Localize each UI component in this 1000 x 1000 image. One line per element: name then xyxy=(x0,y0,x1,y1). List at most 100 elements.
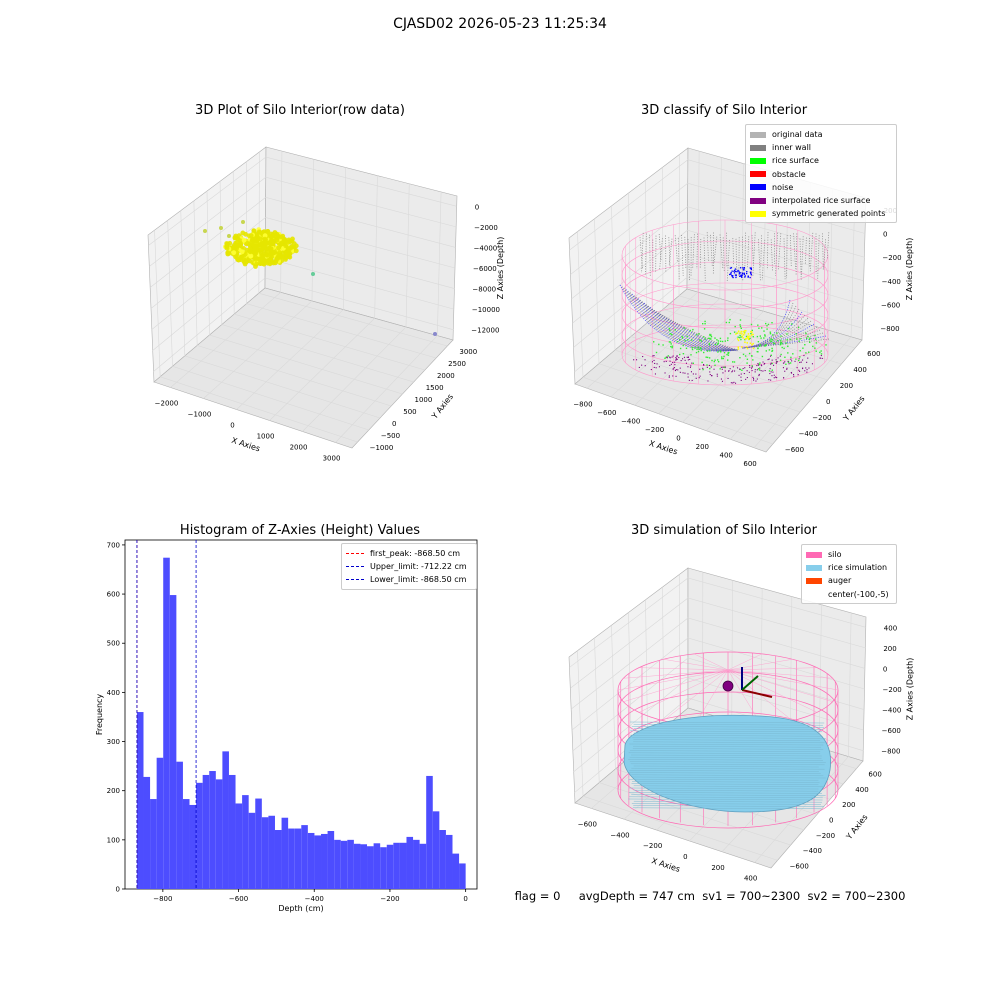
inner-wall-fan xyxy=(741,323,815,349)
p1-ygrid xyxy=(193,200,392,407)
p1-xgrid xyxy=(302,183,410,432)
rice-surface-point xyxy=(719,337,722,340)
p4-xtick-label: −600 xyxy=(578,820,597,828)
rice-surface-point xyxy=(757,324,759,326)
inner-wall-streak xyxy=(783,238,786,280)
p1-xgrid xyxy=(203,159,315,399)
interpolated-point xyxy=(730,382,732,384)
rice-surface-point xyxy=(667,355,669,357)
interpolated-point xyxy=(735,382,737,384)
rice-mesh-line xyxy=(629,787,819,790)
interpolated-point xyxy=(655,367,657,369)
interpolated-point xyxy=(683,356,685,358)
rice-surface-point xyxy=(708,357,711,359)
rice-surface-point xyxy=(740,336,742,338)
symmetric-point xyxy=(743,334,745,336)
p4-ztick-label: −600 xyxy=(882,727,901,735)
rice-surface-point xyxy=(806,337,808,340)
rice-surface-point xyxy=(708,342,710,345)
raw-data-point xyxy=(231,250,237,256)
p1-zgrid xyxy=(148,156,457,246)
silo-roof-line xyxy=(663,669,729,721)
legend-item-rice-surface: rice surface xyxy=(750,154,892,167)
raw-data-point xyxy=(267,261,273,267)
noise-point xyxy=(738,270,740,273)
interpolated-point xyxy=(721,380,723,382)
interpolated-point xyxy=(658,366,660,368)
histogram-bar xyxy=(321,833,328,889)
rice-surface-point xyxy=(757,341,760,343)
noise-point xyxy=(744,275,746,277)
rice-surface-point xyxy=(792,353,794,355)
interpolated-point xyxy=(687,366,689,368)
rice-surface-point xyxy=(664,357,666,359)
interpolated-point xyxy=(760,370,762,372)
p4-ytick-label: 0 xyxy=(829,817,833,825)
rice-surface-point xyxy=(694,347,696,349)
interpolated-point xyxy=(772,371,774,373)
inner-wall-streak xyxy=(758,239,761,282)
inner-wall-streak xyxy=(681,234,684,276)
legend-swatch xyxy=(806,564,822,571)
rice-mesh-line xyxy=(631,726,824,728)
rice-surface-point xyxy=(727,339,729,342)
rice-surface-point xyxy=(783,347,785,350)
rice-surface-point xyxy=(669,329,671,332)
p1-ytick-label: 500 xyxy=(403,408,416,416)
p2-xgrid xyxy=(586,151,700,389)
p1-ztick-label: −8000 xyxy=(472,286,496,294)
noise-point xyxy=(729,267,732,269)
p1-ytick-label: 1000 xyxy=(415,396,433,404)
interpolated-point xyxy=(793,374,795,376)
interpolated-point xyxy=(806,361,808,363)
rice-surface-point xyxy=(752,336,754,338)
inner-wall-fan xyxy=(741,338,830,349)
rice-mesh-line xyxy=(633,785,826,788)
rice-surface-point xyxy=(709,337,711,340)
interpolated-point xyxy=(764,370,766,372)
interpolated-point xyxy=(699,375,701,377)
interpolated-point xyxy=(758,373,760,375)
rice-surface-point xyxy=(671,345,674,347)
noise-point xyxy=(741,276,743,278)
histogram-bar xyxy=(242,795,249,889)
rice-surface-point xyxy=(658,343,660,346)
rice-surface-point xyxy=(798,340,800,342)
rice-surface-point xyxy=(692,362,694,364)
p1-pane-floor xyxy=(153,287,454,449)
raw-data-point xyxy=(224,241,230,246)
rice-surface-point xyxy=(703,336,705,338)
rice-surface-point xyxy=(765,350,767,352)
histogram-bar xyxy=(452,853,460,889)
raw-data-point xyxy=(278,241,284,246)
legend-swatch xyxy=(750,157,766,164)
raw-data-point xyxy=(248,233,254,239)
rice-surface-point xyxy=(744,355,747,357)
interpolated-point xyxy=(797,374,799,376)
rice-surface-point xyxy=(787,352,789,354)
raw-data-point xyxy=(232,235,238,240)
noise-point xyxy=(730,273,732,275)
interpolated-point xyxy=(656,363,658,365)
inner-wall-streak xyxy=(801,236,804,276)
interpolated-point xyxy=(783,377,785,379)
rice-surface-point xyxy=(726,353,728,356)
interpolated-point xyxy=(738,374,740,376)
interpolated-point xyxy=(757,364,759,366)
histogram-bar xyxy=(255,798,262,889)
rice-surface-point xyxy=(751,365,753,367)
raw-data-point xyxy=(257,242,263,248)
interpolated-point xyxy=(675,358,677,360)
rice-surface-point xyxy=(787,327,790,330)
interpolated-point xyxy=(749,366,751,368)
inner-wall-fan xyxy=(741,302,794,349)
p2-ygrid xyxy=(662,167,842,365)
interpolated-point xyxy=(811,363,813,365)
rice-surface-point xyxy=(796,338,798,340)
inner-wall-streak xyxy=(761,239,766,281)
rice-surface-point xyxy=(682,353,685,355)
p2-ztick-label: −200 xyxy=(882,254,901,262)
rice-surface-point xyxy=(760,337,762,339)
rice-mesh-line xyxy=(628,778,819,781)
histogram-bar xyxy=(268,815,275,889)
